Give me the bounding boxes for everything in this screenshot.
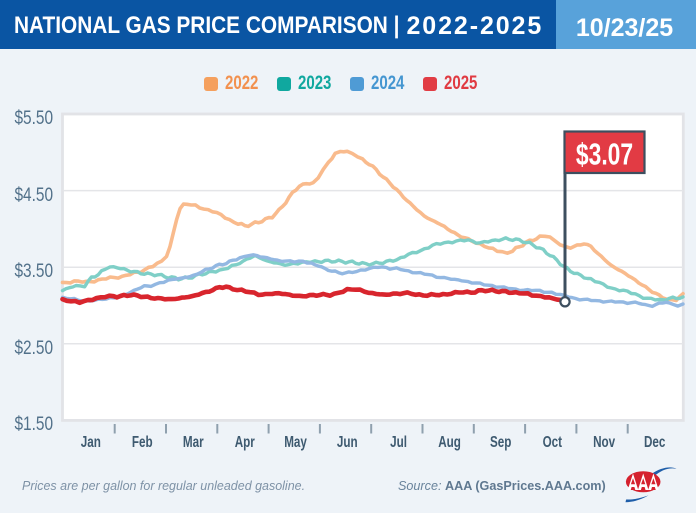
svg-text:$3.07: $3.07 [576,136,633,171]
